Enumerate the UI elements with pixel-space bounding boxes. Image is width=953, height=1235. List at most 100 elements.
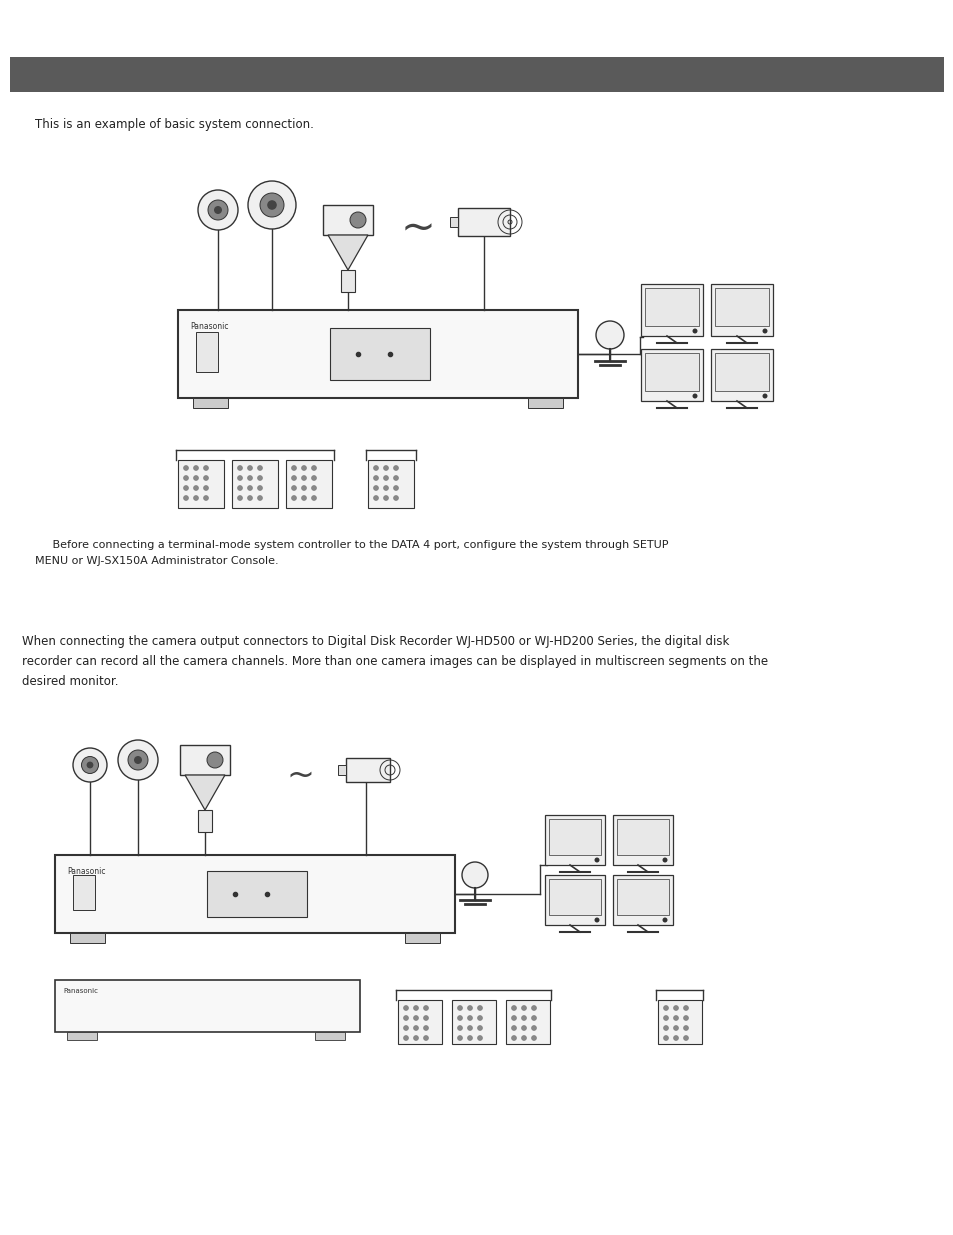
- Circle shape: [257, 485, 262, 490]
- Circle shape: [350, 212, 366, 228]
- Circle shape: [301, 485, 306, 490]
- Circle shape: [257, 475, 262, 480]
- Circle shape: [467, 1035, 472, 1041]
- Circle shape: [118, 740, 158, 781]
- Circle shape: [511, 1015, 516, 1020]
- Bar: [613, 815, 672, 864]
- Circle shape: [457, 1025, 462, 1030]
- Circle shape: [393, 475, 398, 480]
- Circle shape: [511, 1035, 516, 1041]
- Bar: [640, 350, 702, 401]
- Bar: [178, 310, 578, 398]
- Circle shape: [257, 466, 262, 471]
- Circle shape: [531, 1035, 536, 1041]
- Circle shape: [457, 1015, 462, 1020]
- Circle shape: [521, 1025, 526, 1030]
- Bar: [55, 981, 359, 1032]
- Bar: [207, 871, 307, 918]
- Circle shape: [673, 1035, 678, 1041]
- Circle shape: [374, 485, 378, 490]
- Circle shape: [128, 750, 148, 769]
- Circle shape: [477, 1025, 482, 1030]
- Bar: [232, 459, 277, 508]
- Circle shape: [682, 1025, 688, 1030]
- Circle shape: [203, 485, 209, 490]
- Circle shape: [374, 475, 378, 480]
- Bar: [70, 932, 105, 944]
- Circle shape: [248, 182, 295, 228]
- Circle shape: [198, 190, 237, 230]
- Circle shape: [661, 857, 667, 862]
- Bar: [710, 284, 772, 336]
- Circle shape: [312, 485, 316, 490]
- Bar: [195, 332, 218, 372]
- Circle shape: [312, 466, 316, 471]
- Circle shape: [467, 1015, 472, 1020]
- Circle shape: [301, 495, 306, 500]
- Circle shape: [292, 485, 296, 490]
- Circle shape: [183, 495, 189, 500]
- Circle shape: [477, 1035, 482, 1041]
- Bar: [198, 810, 212, 832]
- Circle shape: [208, 200, 228, 220]
- Circle shape: [213, 206, 222, 214]
- Text: Before connecting a terminal-mode system controller to the DATA 4 port, configur: Before connecting a terminal-mode system…: [35, 540, 668, 566]
- Circle shape: [521, 1005, 526, 1010]
- Bar: [67, 1032, 97, 1040]
- Bar: [527, 398, 562, 408]
- Circle shape: [312, 495, 316, 500]
- Circle shape: [247, 466, 253, 471]
- Bar: [548, 819, 600, 855]
- Circle shape: [594, 918, 598, 923]
- Circle shape: [682, 1005, 688, 1010]
- Bar: [180, 745, 230, 776]
- Circle shape: [133, 756, 142, 764]
- Circle shape: [692, 394, 697, 399]
- Bar: [340, 270, 355, 291]
- Circle shape: [511, 1025, 516, 1030]
- Circle shape: [467, 1025, 472, 1030]
- Bar: [457, 207, 510, 236]
- Circle shape: [292, 466, 296, 471]
- Circle shape: [661, 918, 667, 923]
- Circle shape: [247, 475, 253, 480]
- Bar: [640, 284, 702, 336]
- Circle shape: [403, 1035, 408, 1041]
- Circle shape: [673, 1005, 678, 1010]
- Bar: [55, 855, 455, 932]
- Circle shape: [237, 466, 242, 471]
- Text: ~: ~: [286, 758, 314, 792]
- Circle shape: [383, 495, 388, 500]
- Circle shape: [403, 1005, 408, 1010]
- Circle shape: [531, 1015, 536, 1020]
- Bar: [73, 874, 95, 910]
- Bar: [544, 876, 604, 925]
- Circle shape: [203, 475, 209, 480]
- Circle shape: [183, 466, 189, 471]
- Polygon shape: [328, 235, 368, 270]
- Text: ~: ~: [400, 207, 435, 249]
- Circle shape: [662, 1035, 668, 1041]
- Circle shape: [183, 485, 189, 490]
- Bar: [658, 1000, 701, 1044]
- Bar: [710, 350, 772, 401]
- Circle shape: [193, 466, 198, 471]
- Circle shape: [531, 1005, 536, 1010]
- Bar: [330, 327, 430, 380]
- Bar: [178, 459, 224, 508]
- Circle shape: [301, 466, 306, 471]
- Circle shape: [673, 1025, 678, 1030]
- Circle shape: [257, 495, 262, 500]
- Circle shape: [423, 1005, 428, 1010]
- Circle shape: [87, 762, 93, 768]
- Bar: [397, 1000, 441, 1044]
- Bar: [617, 879, 668, 915]
- Circle shape: [383, 475, 388, 480]
- Bar: [323, 205, 373, 235]
- Circle shape: [596, 321, 623, 350]
- Circle shape: [393, 466, 398, 471]
- Circle shape: [312, 475, 316, 480]
- Bar: [337, 764, 346, 776]
- Circle shape: [461, 862, 488, 888]
- Circle shape: [682, 1015, 688, 1020]
